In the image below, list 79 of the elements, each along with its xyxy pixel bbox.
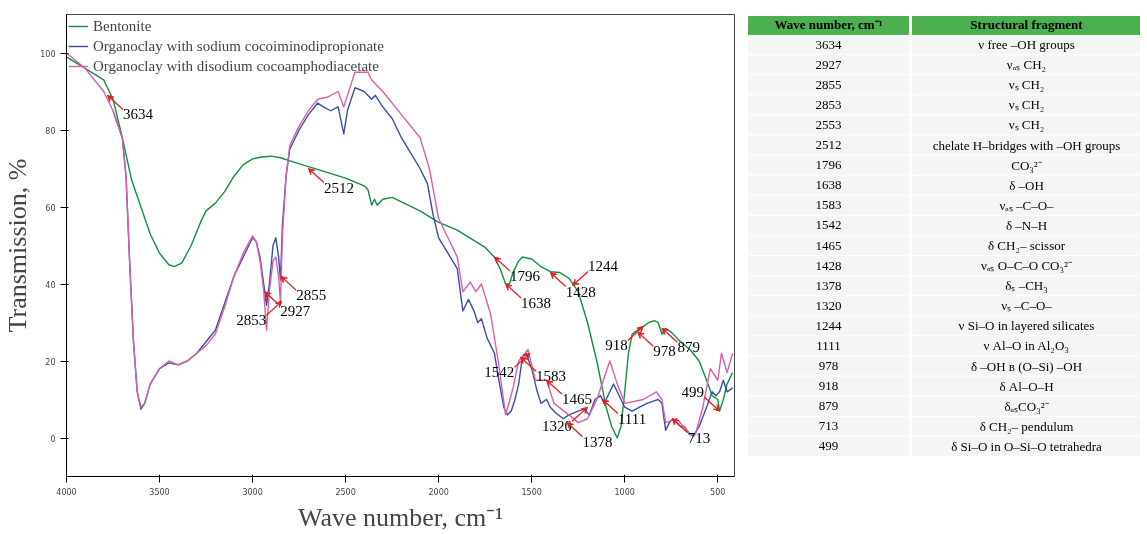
text: CO₃²⁻ xyxy=(1011,157,1042,173)
annotation: 918 xyxy=(605,337,628,354)
text: 2927 xyxy=(815,56,842,72)
x-tick-label: 500 xyxy=(710,487,726,497)
text: 499 xyxy=(818,438,839,454)
x-axis-title: Wave number, cm⁻¹ xyxy=(298,502,503,532)
text: 2855 xyxy=(815,76,842,92)
text: 1583 xyxy=(815,197,842,213)
text: δ –OH xyxy=(1009,177,1044,193)
x-tick-label: 1500 xyxy=(521,487,542,497)
text: 3634 xyxy=(815,36,842,52)
text: 2512 xyxy=(815,137,842,153)
annotation: 1465 xyxy=(562,391,593,408)
text: chelate H–bridges with –OH groups xyxy=(932,137,1121,153)
text: 1465 xyxy=(815,237,842,253)
text: ν Si–O in layered silicates xyxy=(958,318,1095,334)
text: νₛ CH₂ xyxy=(1008,117,1045,133)
text: δₛ –CH₃ xyxy=(1005,278,1048,294)
text: 1638 xyxy=(815,177,842,193)
y-tick-label: 0 xyxy=(50,434,56,444)
legend-label: Bentonite xyxy=(93,17,152,35)
annotation: 1638 xyxy=(521,295,552,312)
x-tick-label: 3500 xyxy=(149,487,170,497)
text: νₐₛ O–C–O CO₃²⁻ xyxy=(981,258,1072,274)
annotation: 1378 xyxy=(582,433,613,450)
text: 2853 xyxy=(815,96,842,112)
x-tick-label: 4000 xyxy=(56,487,77,497)
annotation: 2853 xyxy=(236,312,267,329)
text: 1542 xyxy=(815,217,842,233)
x-tick-label: 3000 xyxy=(242,487,263,497)
text: δ Si–O in O–Si–O tetrahedra xyxy=(951,438,1102,454)
text: 918 xyxy=(818,378,839,394)
text: δ –N–H xyxy=(1005,217,1048,233)
text: Wave number, cm⁻¹ xyxy=(774,17,883,33)
y-tick-label: 60 xyxy=(45,203,56,213)
text: δ CH₂– scissor xyxy=(987,238,1066,253)
text: 1428 xyxy=(815,257,842,273)
text: ν Al–O in Al₂O₃ xyxy=(983,338,1069,354)
text: νₛ CH₂ xyxy=(1008,97,1045,113)
annotation: 978 xyxy=(653,343,676,360)
text: 1796 xyxy=(815,157,842,173)
text: 713 xyxy=(818,418,839,434)
text: 879 xyxy=(818,398,839,414)
text: νₛ CH₂ xyxy=(1008,77,1045,93)
x-tick-label: 2500 xyxy=(335,487,356,497)
legend-label: Organoclay with sodium cocoiminodipropionate xyxy=(93,37,384,55)
legend-label: Organoclay with disodium cocoamphodiacetate xyxy=(93,57,379,75)
annotation: 713 xyxy=(687,429,711,446)
annotation: 2855 xyxy=(296,287,327,304)
text: ν free –OH groups xyxy=(978,37,1075,53)
annotation: 1583 xyxy=(536,368,567,385)
text: 1244 xyxy=(815,317,842,333)
text: δₐₛCO₃²⁻ xyxy=(1004,398,1049,414)
x-tick-label: 2000 xyxy=(428,487,449,497)
annotation: 1796 xyxy=(509,268,541,285)
y-axis-title: Transmission, % xyxy=(3,158,33,333)
text: δ –OH в (O–Si) –OH xyxy=(970,358,1083,374)
text: 1378 xyxy=(815,277,842,293)
y-tick-label: 80 xyxy=(45,126,56,136)
text: Structural fragment xyxy=(970,17,1084,33)
y-tick-label: 20 xyxy=(45,357,56,367)
text: 2553 xyxy=(815,116,842,132)
annotation: 499 xyxy=(681,383,705,400)
text: 1320 xyxy=(815,297,842,313)
text: νₛ –C–O– xyxy=(1001,298,1053,314)
text: νₐₛ CH₂ xyxy=(1006,57,1047,73)
annotation: 2512 xyxy=(323,179,354,196)
text: 978 xyxy=(818,358,839,374)
annotation: 2927 xyxy=(280,302,311,319)
text: δ CH₂– pendulum xyxy=(979,418,1074,434)
text: 1111 xyxy=(816,337,841,353)
text: δ Al–O–H xyxy=(999,378,1054,394)
x-tick-label: 1000 xyxy=(614,487,635,497)
y-tick-label: 100 xyxy=(40,49,56,59)
annotation: 1244 xyxy=(588,258,619,275)
text: νₐₛ –C–O– xyxy=(999,197,1055,213)
y-tick-label: 40 xyxy=(45,280,56,290)
annotation: 3634 xyxy=(122,106,154,123)
annotation: 1320 xyxy=(542,418,573,435)
